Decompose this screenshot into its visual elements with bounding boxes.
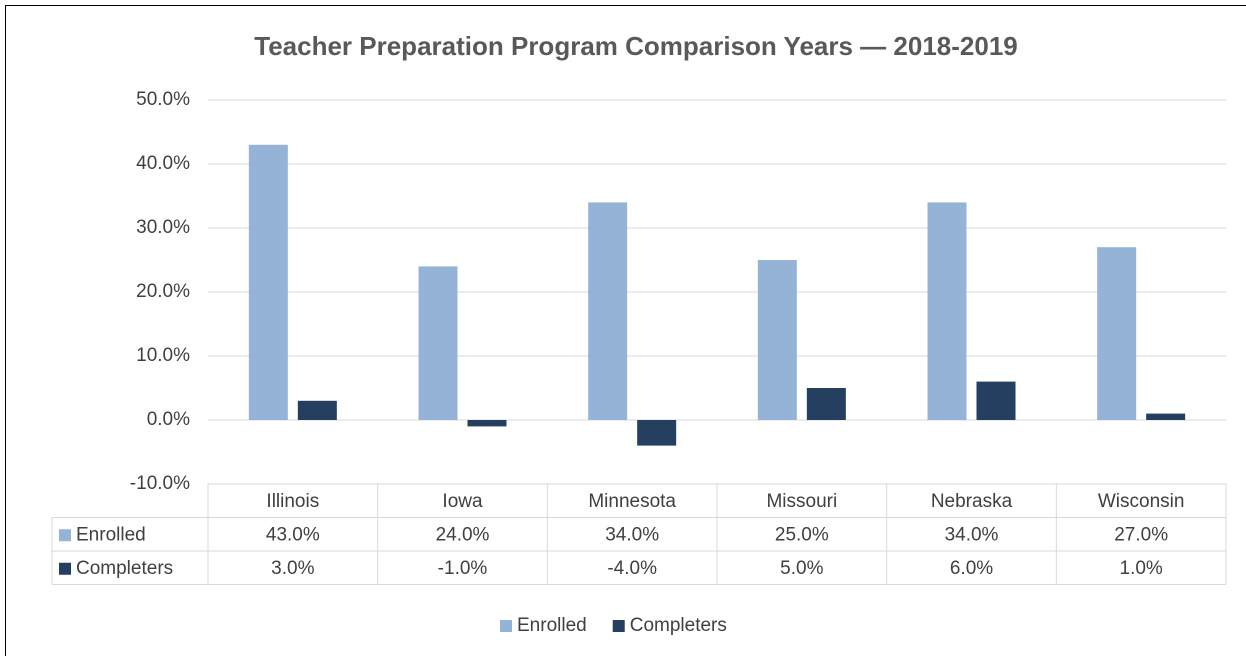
bar: [297, 400, 337, 420]
table-value: 1.0%: [1120, 558, 1163, 579]
bar: [467, 420, 507, 427]
x-tick-label: Illinois: [266, 491, 319, 512]
x-tick-label: Iowa: [442, 491, 483, 512]
x-tick-label: Missouri: [766, 491, 837, 512]
y-tick-label: 30.0%: [136, 217, 190, 238]
table-value: 27.0%: [1114, 524, 1168, 545]
table-series-name: Completers: [76, 558, 173, 579]
table-value: 5.0%: [780, 558, 823, 579]
bar: [418, 266, 458, 420]
table-series-name: Enrolled: [76, 524, 146, 545]
table-legend-key: [59, 529, 71, 542]
table-legend-key: [59, 562, 71, 575]
y-tick-label: 0.0%: [147, 409, 190, 430]
legend-label: Completers: [630, 615, 727, 636]
legend-key: [612, 620, 625, 632]
bar: [248, 144, 288, 421]
x-tick-label: Nebraska: [931, 491, 1013, 512]
table-value: 34.0%: [605, 524, 659, 545]
legend-label: Enrolled: [517, 615, 587, 636]
table-value: -4.0%: [607, 558, 657, 579]
chart-title: Teacher Preparation Program Comparison Y…: [254, 31, 1018, 61]
table-value: 25.0%: [775, 524, 829, 545]
y-tick-label: 50.0%: [136, 89, 190, 110]
bar: [637, 420, 677, 446]
y-tick-label: -10.0%: [130, 473, 190, 494]
legend-key: [500, 620, 512, 632]
bar: [757, 260, 797, 420]
table-value: 3.0%: [271, 558, 314, 579]
bar: [976, 381, 1016, 420]
bar: [806, 388, 846, 420]
bar: [927, 202, 967, 420]
table-value: 43.0%: [266, 524, 320, 545]
bar: [1097, 247, 1137, 420]
y-tick-label: 10.0%: [136, 345, 190, 366]
table-value: -1.0%: [438, 558, 488, 579]
chart-border: [5, 5, 1246, 656]
table-value: 6.0%: [950, 558, 993, 579]
x-tick-label: Wisconsin: [1098, 491, 1185, 512]
table-value: 34.0%: [945, 524, 999, 545]
y-tick-label: 40.0%: [136, 153, 190, 174]
y-tick-label: 20.0%: [136, 281, 190, 302]
bar: [1146, 413, 1186, 420]
x-tick-label: Minnesota: [588, 491, 676, 512]
bar: [588, 202, 628, 420]
table-value: 24.0%: [436, 524, 490, 545]
